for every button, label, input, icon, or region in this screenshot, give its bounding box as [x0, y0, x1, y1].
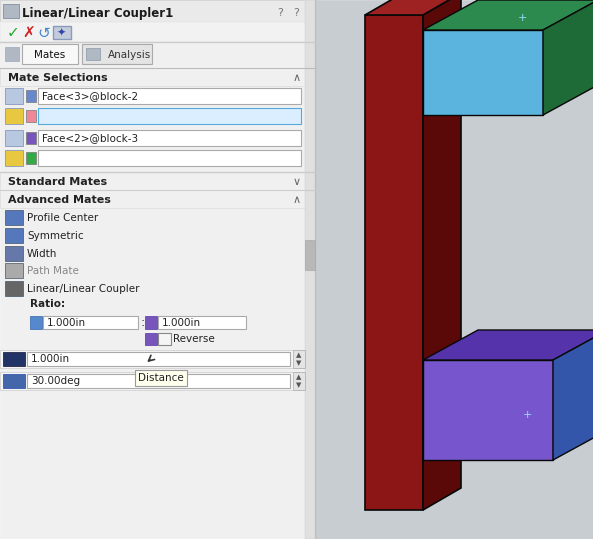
Polygon shape	[543, 0, 593, 115]
Bar	[38, 108, 301, 124]
Text: Mates: Mates	[34, 50, 66, 60]
Polygon shape	[423, 360, 553, 460]
Bar	[158, 333, 171, 345]
Bar	[5, 88, 23, 104]
Bar	[0, 22, 315, 42]
Bar	[305, 240, 315, 270]
Bar	[5, 150, 23, 166]
Bar	[26, 152, 36, 164]
Text: Face<2>@block-3: Face<2>@block-3	[42, 133, 138, 143]
Bar	[43, 316, 138, 329]
Bar	[0, 372, 305, 390]
Bar	[5, 228, 23, 243]
Bar	[158, 316, 246, 329]
Bar	[27, 374, 290, 388]
Text: ∨: ∨	[293, 177, 301, 187]
Bar	[3, 4, 19, 18]
Bar	[22, 44, 78, 64]
Bar	[5, 263, 23, 278]
Bar	[145, 316, 157, 329]
Polygon shape	[365, 15, 423, 510]
Bar	[0, 172, 315, 190]
Text: +: +	[517, 13, 527, 23]
Text: ∧: ∧	[293, 73, 301, 83]
Text: Analysis: Analysis	[109, 50, 152, 60]
Text: ↺: ↺	[37, 25, 50, 40]
Bar	[3, 374, 25, 388]
Text: +: +	[522, 410, 532, 420]
Bar	[38, 130, 301, 146]
Bar	[293, 350, 305, 368]
Text: ▲: ▲	[296, 374, 302, 380]
Bar	[26, 132, 36, 144]
Text: Distance: Distance	[138, 373, 184, 383]
Bar	[293, 372, 305, 390]
Bar	[5, 130, 23, 146]
Bar	[5, 281, 23, 296]
Bar	[0, 0, 315, 22]
Bar	[145, 333, 157, 345]
Text: 1.000in: 1.000in	[162, 318, 201, 328]
Text: Linear/Linear Coupler1: Linear/Linear Coupler1	[22, 6, 173, 19]
Bar	[27, 352, 290, 366]
Bar	[135, 370, 187, 386]
Bar	[86, 48, 100, 60]
Text: ∧: ∧	[293, 195, 301, 205]
Bar	[5, 108, 23, 124]
Text: ▼: ▼	[296, 360, 302, 366]
Text: 1.000in: 1.000in	[47, 318, 86, 328]
Bar	[3, 352, 25, 366]
Bar	[53, 26, 71, 39]
Bar	[5, 47, 19, 61]
Bar	[82, 44, 152, 64]
Text: Face<3>@block-2: Face<3>@block-2	[42, 91, 138, 101]
Bar	[0, 350, 305, 368]
Bar	[26, 90, 36, 102]
Text: ?: ?	[293, 8, 299, 18]
Polygon shape	[423, 30, 543, 115]
Text: 30.00deg: 30.00deg	[31, 376, 80, 386]
Bar	[0, 0, 315, 539]
Text: Reverse: Reverse	[173, 334, 215, 344]
Bar	[0, 68, 315, 86]
Text: Advanced Mates: Advanced Mates	[8, 195, 111, 205]
Text: :: :	[140, 316, 144, 329]
Bar	[5, 210, 23, 225]
Bar	[38, 150, 301, 166]
Polygon shape	[423, 0, 461, 510]
Text: Mate Selections: Mate Selections	[8, 73, 107, 83]
Bar	[26, 110, 36, 122]
Text: ▲: ▲	[296, 352, 302, 358]
Text: ?: ?	[277, 8, 283, 18]
Text: ✦: ✦	[57, 28, 66, 38]
Text: Linear/Linear Coupler: Linear/Linear Coupler	[27, 284, 139, 294]
Text: Path Mate: Path Mate	[27, 266, 79, 276]
Text: ✓: ✓	[7, 25, 20, 40]
Text: Profile Center: Profile Center	[27, 213, 98, 223]
Bar	[38, 88, 301, 104]
Bar	[305, 0, 315, 539]
Text: Standard Mates: Standard Mates	[8, 177, 107, 187]
Bar	[315, 0, 593, 539]
Text: ✗: ✗	[22, 25, 35, 40]
Text: ▼: ▼	[296, 382, 302, 388]
Text: 1.000in: 1.000in	[31, 354, 70, 364]
Bar	[0, 190, 315, 208]
Polygon shape	[553, 330, 593, 460]
Text: Width: Width	[27, 249, 58, 259]
Text: Symmetric: Symmetric	[27, 231, 84, 241]
Bar	[0, 42, 315, 68]
Bar	[5, 246, 23, 261]
Text: Ratio:: Ratio:	[30, 299, 65, 309]
Polygon shape	[423, 330, 593, 360]
Polygon shape	[423, 0, 593, 30]
Bar	[30, 316, 42, 329]
Polygon shape	[365, 0, 461, 15]
